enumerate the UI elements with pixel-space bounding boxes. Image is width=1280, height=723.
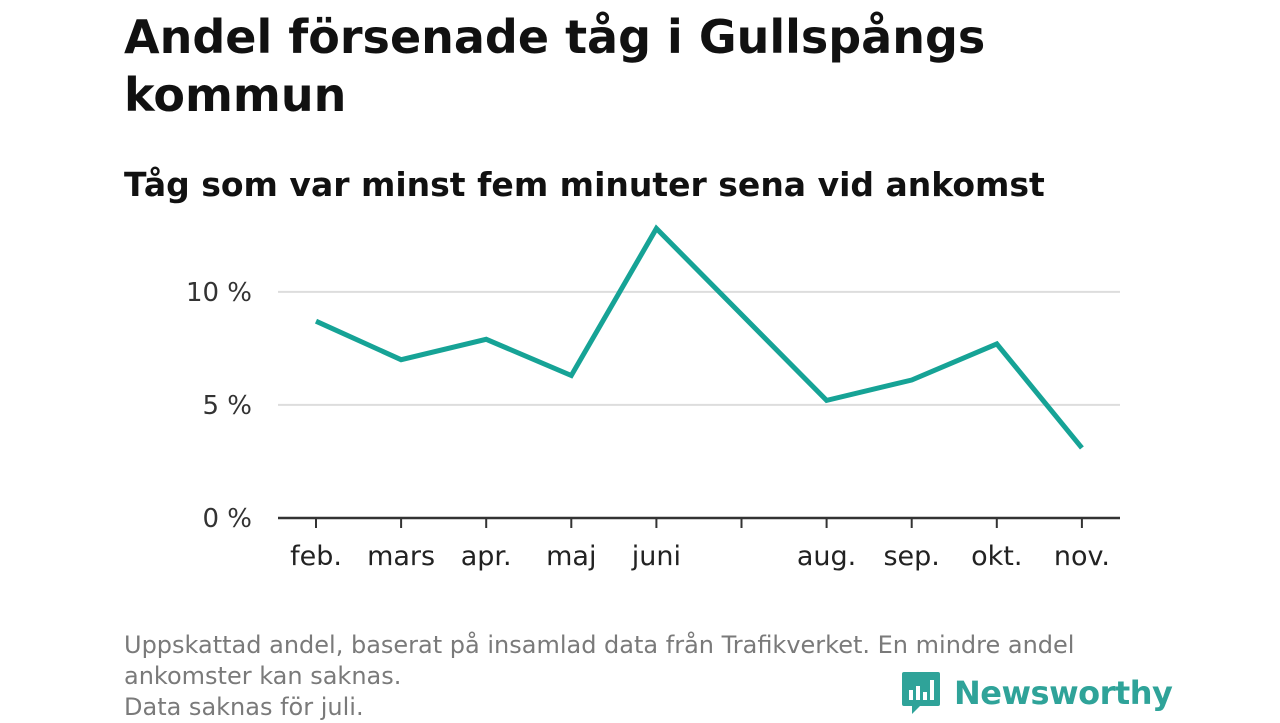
x-tick-labels: feb. mars apr. maj juni aug. sep. okt. nov.	[290, 541, 1110, 572]
footnote-line: Uppskattad andel, baserat på insamlad da…	[124, 630, 1164, 661]
y-tick-label: 0 %	[202, 504, 252, 534]
x-tick-label: maj	[546, 541, 596, 572]
x-tick-label: okt.	[971, 541, 1022, 572]
x-tick-label: aug.	[797, 541, 856, 572]
y-tick-label: 5 %	[202, 391, 252, 421]
y-tick-label: 10 %	[186, 278, 252, 308]
x-tick-label: mars	[367, 541, 435, 572]
series-line	[316, 229, 1082, 448]
x-tick-label: apr.	[461, 541, 512, 572]
x-axis	[278, 518, 1120, 528]
x-tick-label: juni	[631, 541, 681, 572]
x-tick-label: nov.	[1054, 541, 1110, 572]
newsworthy-logo-icon	[900, 670, 942, 716]
y-tick-labels: 0 % 5 % 10 %	[186, 278, 252, 534]
x-tick-label: feb.	[290, 541, 342, 572]
brand-name: Newsworthy	[954, 673, 1172, 713]
series-lines	[316, 228, 1082, 448]
x-tick-label: sep.	[883, 541, 939, 572]
gridlines	[278, 292, 1120, 405]
brand-logo: Newsworthy	[900, 670, 1172, 716]
